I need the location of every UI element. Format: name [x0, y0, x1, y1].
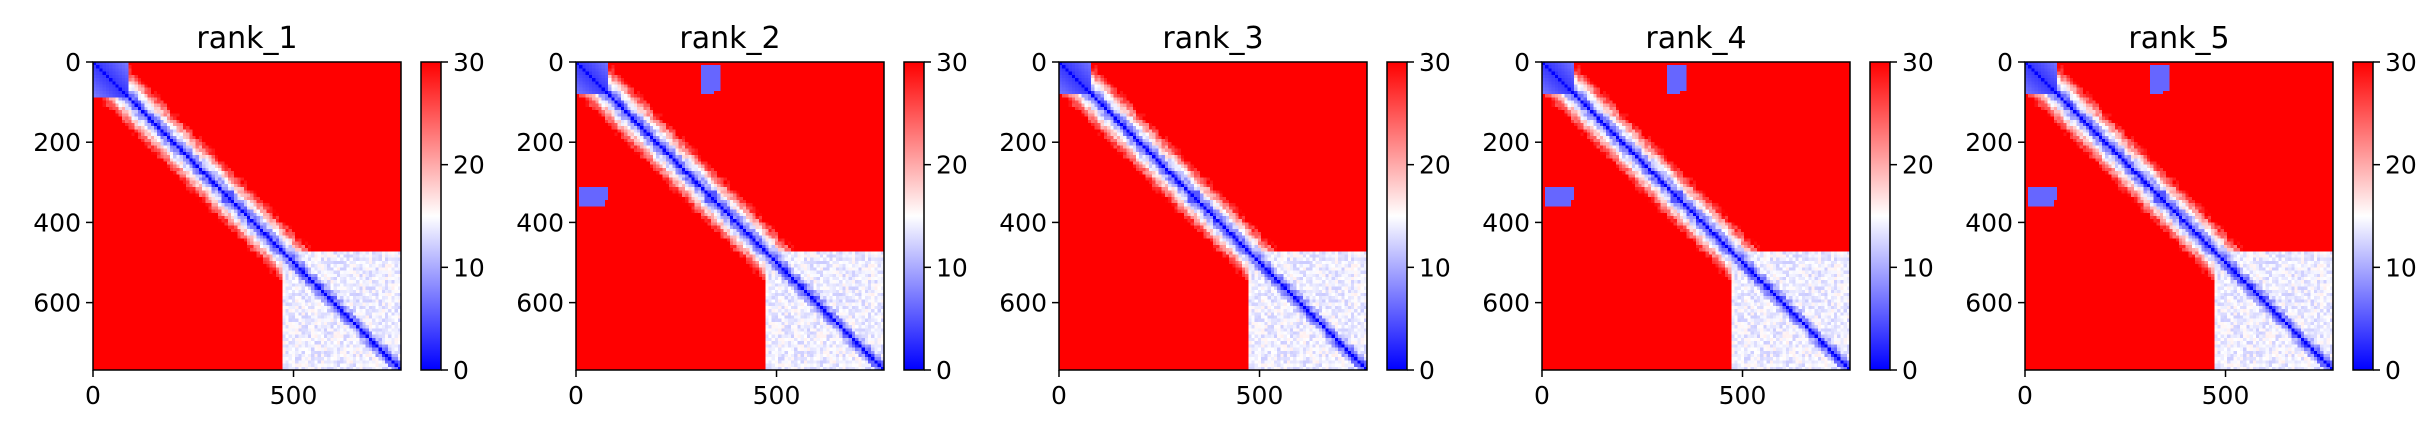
colorbar-tick-label: 10 [936, 253, 968, 282]
axes-frame [92, 61, 402, 371]
colorbar [2352, 61, 2374, 371]
colorbar-tick-label: 20 [1902, 151, 1934, 180]
colorbar-tick-label: 10 [1902, 253, 1934, 282]
y-tick-label: 200 [1482, 128, 1530, 157]
colorbar-tick-label: 20 [936, 151, 968, 180]
y-tick-label: 200 [1965, 128, 2013, 157]
x-tick-label: 0 [85, 381, 101, 410]
y-tick-label: 0 [1031, 48, 1047, 77]
colorbar-tick-label: 0 [453, 356, 469, 385]
colorbar [420, 61, 442, 371]
axes-frame [1541, 61, 1851, 371]
panel-rank_2: rank_2 0 200 400 600 0 500 0 10 20 30 [516, 21, 968, 410]
axes-frame [1058, 61, 1368, 371]
panel-rank_3: rank_3 0 200 400 600 0 500 0 10 20 30 [999, 21, 1451, 410]
heatmap-image [1542, 62, 1850, 370]
heatmap-image [2025, 62, 2333, 370]
y-tick-label: 0 [548, 48, 564, 77]
x-tick-label: 500 [753, 381, 801, 410]
y-tick-label: 600 [1482, 289, 1530, 318]
y-tick-label: 400 [33, 208, 81, 237]
y-tick-label: 600 [516, 289, 564, 318]
y-tick-label: 600 [999, 289, 1047, 318]
y-tick-label: 0 [65, 48, 81, 77]
colorbar-tick-label: 0 [936, 356, 952, 385]
colorbar-tick-label: 30 [1419, 48, 1451, 77]
panel-title: rank_2 [679, 21, 780, 56]
colorbar-tick-label: 20 [2385, 151, 2417, 180]
colorbar-tick-label: 0 [1902, 356, 1918, 385]
colorbar-tick-label: 30 [1902, 48, 1934, 77]
y-tick-label: 400 [999, 208, 1047, 237]
x-tick-label: 0 [568, 381, 584, 410]
y-tick-label: 200 [33, 128, 81, 157]
panel-rank_4: rank_4 0 200 400 600 0 500 0 10 20 30 [1482, 21, 1934, 410]
heatmap-image [93, 62, 401, 370]
y-tick-label: 400 [1965, 208, 2013, 237]
y-tick-label: 200 [516, 128, 564, 157]
colorbar-tick-label: 0 [2385, 356, 2401, 385]
axes-frame [2024, 61, 2334, 371]
y-tick-label: 600 [1965, 289, 2013, 318]
y-tick-label: 0 [1997, 48, 2013, 77]
colorbar-tick-label: 30 [936, 48, 968, 77]
colorbar-tick-label: 10 [453, 253, 485, 282]
colorbar-tick-label: 0 [1419, 356, 1435, 385]
panel-rank_5: rank_5 0 200 400 600 0 500 0 10 20 30 [1965, 21, 2417, 410]
colorbar [1386, 61, 1408, 371]
y-tick-label: 600 [33, 289, 81, 318]
colorbar-tick-label: 30 [453, 48, 485, 77]
panel-title: rank_4 [1645, 21, 1746, 56]
heatmap-image [1059, 62, 1367, 370]
colorbar-tick-label: 20 [453, 151, 485, 180]
x-tick-label: 0 [2017, 381, 2033, 410]
colorbar-tick-label: 30 [2385, 48, 2417, 77]
y-tick-label: 200 [999, 128, 1047, 157]
colorbar [903, 61, 925, 371]
panel-title: rank_1 [196, 21, 297, 56]
y-tick-label: 400 [1482, 208, 1530, 237]
x-tick-label: 500 [2202, 381, 2250, 410]
panel-title: rank_3 [1162, 21, 1263, 56]
x-tick-label: 0 [1534, 381, 1550, 410]
axes-frame [575, 61, 885, 371]
panel-title: rank_5 [2128, 21, 2229, 56]
heatmap-image [576, 62, 884, 370]
colorbar-tick-label: 20 [1419, 151, 1451, 180]
y-tick-label: 0 [1514, 48, 1530, 77]
colorbar-tick-label: 10 [2385, 253, 2417, 282]
colorbar-tick-label: 10 [1419, 253, 1451, 282]
colorbar [1869, 61, 1891, 371]
y-tick-label: 400 [516, 208, 564, 237]
x-tick-label: 500 [270, 381, 318, 410]
panel-rank_1: rank_1 0 200 400 600 0 500 0 10 20 30 [33, 21, 485, 410]
x-tick-label: 500 [1236, 381, 1284, 410]
x-tick-label: 500 [1719, 381, 1767, 410]
x-tick-label: 0 [1051, 381, 1067, 410]
